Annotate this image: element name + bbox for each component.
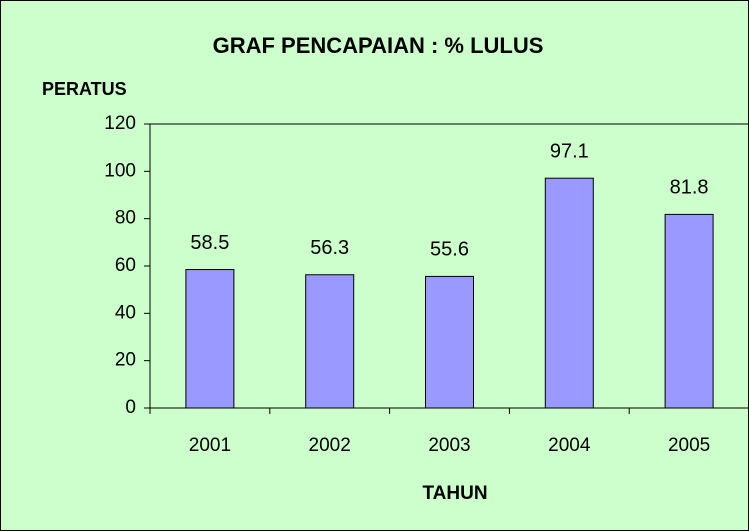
x-tick-label: 2002	[309, 435, 351, 456]
y-tick-label: 0	[125, 397, 136, 418]
bar	[305, 274, 355, 409]
y-tick-label: 100	[104, 160, 136, 181]
value-label: 58.5	[190, 232, 229, 254]
value-label: 97.1	[550, 140, 589, 162]
y-tick-label: 40	[115, 302, 136, 323]
y-tick-label: 20	[115, 350, 136, 371]
bar	[425, 275, 474, 409]
y-tick-label: 60	[115, 255, 136, 276]
chart-title: GRAF PENCAPAIAN : % LULUS	[213, 33, 544, 58]
bar	[544, 177, 594, 409]
y-tick-label: 80	[115, 208, 136, 229]
y-axis-title: PERATUS	[42, 79, 127, 99]
value-label: 55.6	[430, 239, 469, 261]
value-label: 56.3	[310, 237, 349, 259]
bar	[185, 269, 235, 409]
bar	[664, 213, 714, 409]
x-tick-label: 2001	[189, 435, 231, 456]
x-tick-label: 2003	[428, 435, 470, 456]
x-axis-title: TAHUN	[422, 483, 487, 504]
x-tick-label: 2004	[548, 435, 591, 456]
y-tick-label: 120	[104, 113, 136, 134]
x-tick-label: 2005	[668, 435, 710, 456]
value-label: 81.8	[670, 177, 709, 199]
